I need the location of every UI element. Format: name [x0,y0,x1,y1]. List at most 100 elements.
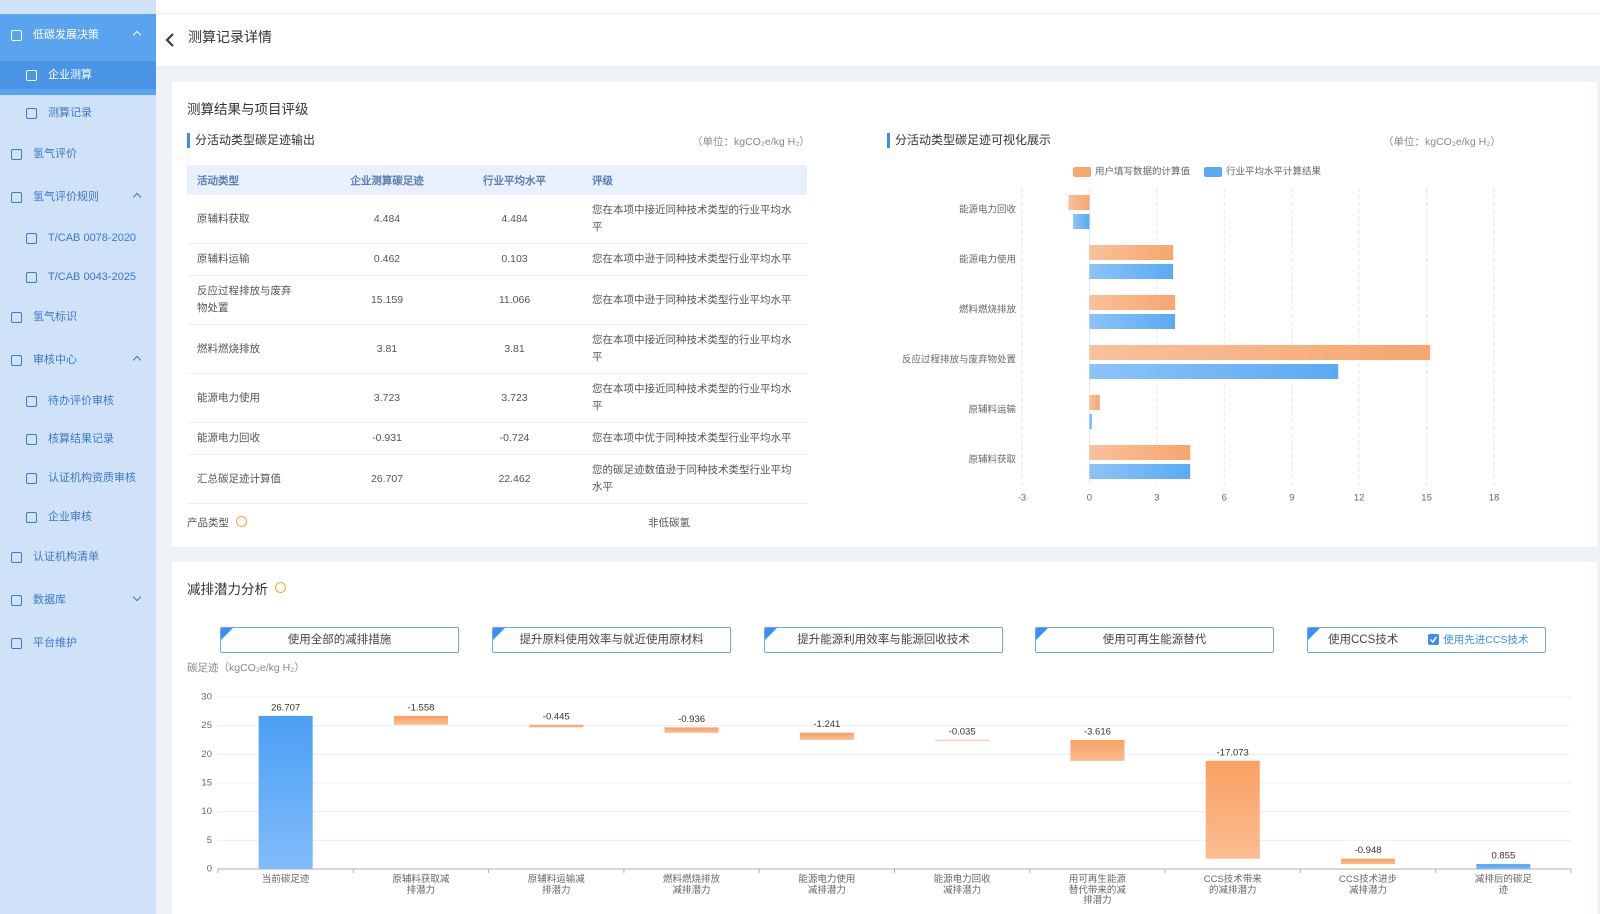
table-cell: 3.81 [327,324,447,374]
table-cell: 燃料燃烧排放 [187,324,327,374]
table-cell: -0.931 [327,422,447,455]
nav-item[interactable]: 氢气标识 [0,303,156,331]
table-cell: 22.462 [447,454,582,504]
nav-item[interactable]: 氢气评价 [0,140,156,168]
column-header: 行业平均水平 [447,165,582,195]
x-tick-label: 能源电力回收减排潜力 [933,874,991,896]
button-label: 使用全部的减排措施 [287,634,392,646]
table-cell: 您在本项中接近同种技术类型的行业平均水平 [582,373,807,423]
sidebar: 低碳发展决策 企业测算测算记录氢气评价氢气评价规则 T/CAB 0078-2020 T… [0,0,156,914]
button-label: 提升原料使用效率与就近使用原材料 [519,634,704,646]
table-title: 分活动类型碳足迹输出 [187,133,315,148]
nav-item[interactable]: 审核中心 [0,346,156,374]
page-title: 测算记录详情 [188,29,272,45]
table-cell: 您在本项中逊于同种技术类型行业平均水平 [582,275,807,325]
table-unit: （单位：kgCO₂e/kg H₂） [692,136,810,148]
header-bar: 测算记录详情 [156,14,1600,66]
nav-item[interactable]: 低碳发展决策 [0,21,156,49]
table-cell: 您的碳足迹数值逊于同种技术类型行业平均水平 [582,454,807,504]
table-cell: 您在本项中逊于同种技术类型行业平均水平 [582,243,807,276]
nav-item[interactable]: 认证机构清单 [0,543,156,571]
checkbox[interactable] [1428,634,1440,645]
table-cell: 15.159 [327,275,447,325]
chart-title: 分活动类型碳足迹可视化展示 [887,133,1051,148]
table-cell: 能源电力使用 [187,373,327,423]
filter-button[interactable]: 使用CCS技术 使用先进CCS技术 [1307,627,1546,653]
table-row: 原辅料获取 4.484 4.484 您在本项中接近同种技术类型的行业平均水平 [187,195,807,244]
nav-item[interactable]: 认证机构资质审核 [0,464,156,492]
nav-item[interactable]: 氢气评价规则 [0,183,156,211]
column-header: 企业测算碳足迹 [327,165,447,195]
table-row: 原辅料运输 0.462 0.103 您在本项中逊于同种技术类型行业平均水平 [187,243,807,276]
product-type-label: 产品类型 [187,517,229,529]
table-cell: 您在本项中接近同种技术类型的行业平均水平 [582,195,807,244]
column-header: 活动类型 [187,165,327,195]
table-cell: 原辅料运输 [187,243,327,276]
table-row: 能源电力回收 -0.931 -0.724 您在本项中优于同种技术类型行业平均水平 [187,422,807,455]
check-mark [1430,636,1438,644]
table-header: 活动类型 企业测算碳足迹 行业平均水平 评级 [187,165,807,195]
filter-button[interactable]: 使用可再生能源替代 [1035,627,1274,653]
x-tick-label: 原辅料获取减排潜力 [392,874,450,896]
table-cell: 0.103 [447,243,582,276]
x-tick-label: 当前碳足迹 [261,874,310,885]
info-icon[interactable] [236,516,247,527]
product-type-value: 非低碳氢 [648,517,690,529]
info-icon[interactable] [275,582,286,593]
table-cell: 反应过程排放与废弃物处置 [187,275,327,325]
x-tick-label: 能源电力使用减排潜力 [798,874,856,896]
result-table: 活动类型 企业测算碳足迹 行业平均水平 评级 原辅料获取 4.484 4.484 您在本项中… [187,165,807,504]
nav-item[interactable]: T/CAB 0043-2025 [0,263,156,291]
button-label: 使用可再生能源替代 [1102,634,1207,646]
table-row: 汇总碳足迹计算值 26.707 22.462 您的碳足迹数值逊于同种技术类型行业平均水… [187,454,807,504]
filter-button[interactable]: 使用全部的减排措施 [220,627,459,653]
chevron [132,192,142,202]
section-title: 减排潜力分析 [187,582,268,597]
table-cell: 4.484 [327,195,447,244]
table-row: 能源电力使用 3.723 3.723 您在本项中接近同种技术类型的行业平均水平 [187,373,807,423]
table-row: 燃料燃烧排放 3.81 3.81 您在本项中接近同种技术类型的行业平均水平 [187,324,807,374]
table-cell: 汇总碳足迹计算值 [187,454,327,504]
check [1430,636,1438,644]
button-label: 使用CCS技术 [1328,634,1399,646]
nav-item[interactable]: 待办评价审核 [0,387,156,415]
back-arrow[interactable] [164,32,176,48]
table-cell: 3.723 [327,373,447,423]
section-title: 测算结果与项目评级 [187,102,309,117]
table-cell: 您在本项中接近同种技术类型的行业平均水平 [582,324,807,374]
nav-item[interactable]: 核算结果记录 [0,425,156,453]
x-tick-label: CCS技术带来的减排潜力 [1203,874,1262,896]
top-strip [0,0,1600,13]
nav-item[interactable]: 平台维护 [0,629,156,657]
nav-item[interactable]: 企业审核 [0,503,156,531]
table-cell: 3.81 [447,324,582,374]
table-row: 反应过程排放与废弃物处置 15.159 11.066 您在本项中逊于同种技术类型行业平… [187,275,807,325]
chevron [132,592,142,602]
nav-item[interactable]: 数据库 [0,586,156,614]
table-cell: 3.723 [447,373,582,423]
x-tick-label: 用可再生能源替代带来的减排潜力 [1068,874,1126,906]
nav-item[interactable]: T/CAB 0078-2020 [0,224,156,252]
table-cell: 0.462 [327,243,447,276]
x-tick-label: 燃料燃烧排放减排潜力 [663,874,721,896]
x-tick-label: CCS技术进步减排潜力 [1339,874,1398,896]
table-cell: -0.724 [447,422,582,455]
chart-unit: （单位：kgCO₂e/kg H₂） [1383,136,1501,148]
table-cell: 您在本项中优于同种技术类型行业平均水平 [582,422,807,455]
filter-button[interactable]: 提升能源利用效率与能源回收技术 [764,627,1003,653]
column-header: 评级 [582,165,807,195]
reduction-card [172,562,1597,914]
nav-item[interactable]: 企业测算 [0,61,156,89]
table-cell: 原辅料获取 [187,195,327,244]
y-axis-label: 碳足迹（kgCO₂e/kg H₂） [187,662,305,674]
nav-item[interactable]: 测算记录 [0,99,156,127]
table-cell: 4.484 [447,195,582,244]
button-label: 提升能源利用效率与能源回收技术 [797,634,970,646]
table-cell: 26.707 [327,454,447,504]
table-cell: 能源电力回收 [187,422,327,455]
filter-button[interactable]: 提升原料使用效率与就近使用原材料 [492,627,731,653]
checkbox-label: 使用先进CCS技术 [1443,634,1529,646]
x-tick-label: 减排后的碳足迹 [1474,874,1532,896]
x-tick-label: 原辅料运输减排潜力 [527,874,585,896]
